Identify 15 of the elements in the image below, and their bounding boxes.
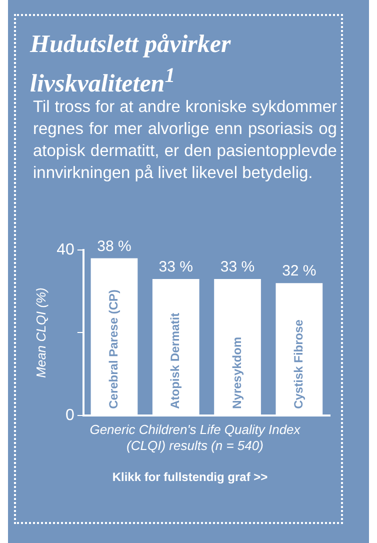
- x-axis-title: Generic Children's Life Quality Index (CLQI) results (n = 540): [88, 422, 302, 454]
- x-tick-label: Cystisk Fibrose: [291, 319, 306, 409]
- data-label: 33 %: [220, 258, 255, 276]
- x-tick-label: Nyresykdom: [230, 336, 244, 409]
- text: Klikk for fullstendig graf >>: [111, 470, 269, 484]
- chart-subtitle: Til tross for at andre kroniske sykdommer regnes for mer alvorlige enn psoriasis og atopisk dermatitt, er den pasientopplevde innvirkningen på livet likevel betydelig.: [33, 97, 337, 184]
- data-label: 32 %: [282, 262, 316, 280]
- x-tick-label: Atopisk Dermatit: [168, 312, 182, 409]
- chart-title: Hudutslett påvirker livskvaliteten$^{1}$: [30, 30, 232, 100]
- y-tick-label: 0: [65, 406, 74, 424]
- y-tick-label: 40: [56, 241, 74, 258]
- x-tick-label: Cerebral Parese (CP): [106, 290, 121, 409]
- data-label: 33 %: [158, 258, 193, 276]
- y-axis-title: Mean CLQI (%): [33, 288, 48, 378]
- data-label: 38 %: [97, 238, 132, 255]
